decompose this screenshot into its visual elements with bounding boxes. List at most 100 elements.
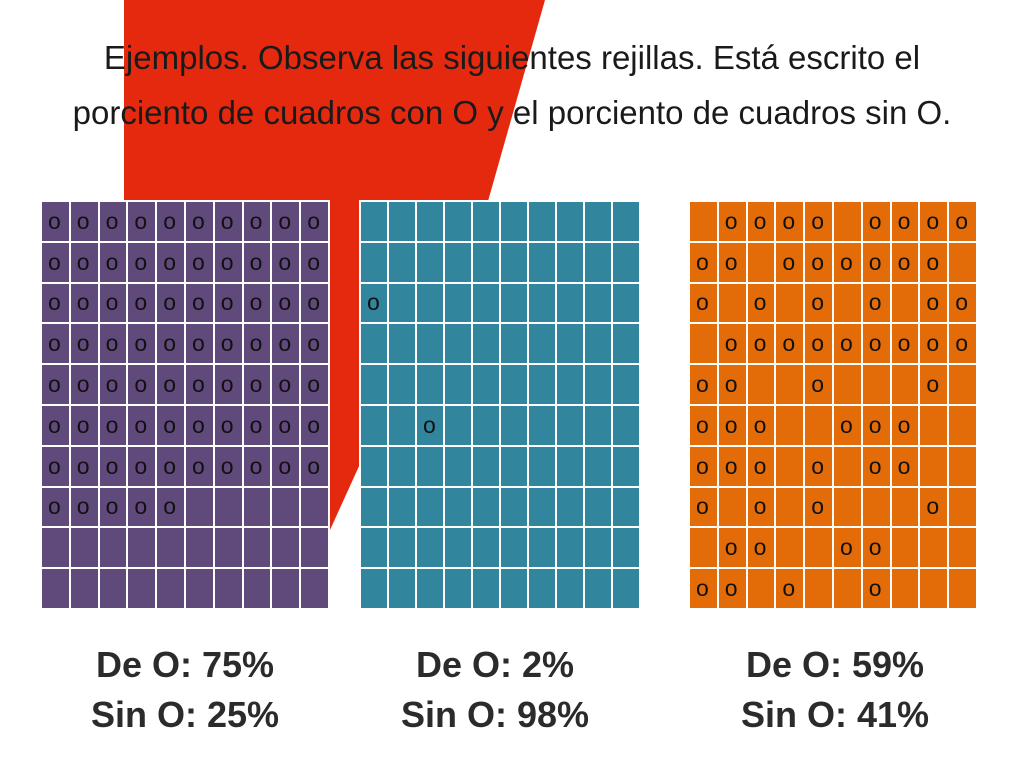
grid-cell-empty: [949, 446, 976, 486]
grid-cell-marked: o: [747, 487, 775, 527]
grid-cell-empty: [417, 242, 443, 282]
grid-cell-marked: o: [891, 446, 919, 486]
grid-cell-empty: [557, 202, 583, 241]
grid-cell-empty: [185, 528, 213, 568]
grid-cell-marked: o: [157, 242, 184, 282]
grid-cell-marked: o: [301, 283, 328, 323]
grid-cell-empty: [557, 528, 583, 568]
grid-cell-empty: [473, 283, 499, 323]
grid-cell-empty: [243, 528, 271, 568]
grid-cell-marked: o: [272, 202, 300, 241]
grid-cell-empty: [389, 365, 415, 404]
grid-cell-marked: o: [128, 324, 156, 364]
grid-cell-empty: [613, 528, 639, 568]
grid-cell-empty: [585, 242, 611, 282]
grid-cell-marked: o: [891, 242, 919, 282]
grid-cell-marked: o: [70, 324, 98, 364]
grid-cell-empty: [776, 446, 804, 486]
grid-cell-empty: [920, 446, 948, 486]
grid-cell-empty: [776, 487, 804, 527]
grid-cell-marked: o: [42, 365, 69, 404]
grid-cell-empty: [99, 569, 127, 608]
grid-cell-empty: [949, 569, 976, 608]
grid-cell-empty: [417, 446, 443, 486]
grid-cell-marked: o: [157, 446, 184, 486]
grid-cell-marked: o: [718, 528, 746, 568]
grid-cell-empty: [445, 283, 471, 323]
grid-cell-empty: [501, 405, 527, 445]
grid-cell-empty: [272, 569, 300, 608]
grid-cell-empty: [585, 528, 611, 568]
grid-cell-empty: [613, 365, 639, 404]
grid-cell-marked: o: [157, 405, 184, 445]
grid-cell-empty: [473, 528, 499, 568]
grid-cell-empty: [473, 405, 499, 445]
grid-cell-empty: [473, 365, 499, 404]
grid-cell-marked: o: [747, 202, 775, 241]
grid-cell-empty: [501, 487, 527, 527]
grid-cell-marked: o: [862, 202, 890, 241]
grid-cell-marked: o: [891, 202, 919, 241]
grid-cell-empty: [389, 405, 415, 445]
grid-cell-marked: o: [128, 242, 156, 282]
grid-cell-empty: [473, 242, 499, 282]
grid-cell-marked: o: [99, 242, 127, 282]
grid-cell-empty: [501, 569, 527, 608]
grid-cell-empty: [361, 242, 387, 282]
grid-cell-empty: [214, 528, 242, 568]
grid-cell-marked: o: [214, 202, 242, 241]
grid-cell-empty: [585, 324, 611, 364]
grid-cell-marked: o: [862, 283, 890, 323]
grid-cell-empty: [776, 283, 804, 323]
grid-cell-empty: [473, 324, 499, 364]
grid-cell-marked: o: [185, 283, 213, 323]
grid-cell-marked: o: [718, 324, 746, 364]
grid-cell-marked: o: [42, 324, 69, 364]
grid-cell-marked: o: [718, 446, 746, 486]
grid-cell-empty: [718, 487, 746, 527]
grid-cell-marked: o: [99, 283, 127, 323]
grid-cell-empty: [557, 283, 583, 323]
grid-cell-marked: o: [243, 242, 271, 282]
grid-cell-empty: [613, 202, 639, 241]
grid-cell-marked: o: [301, 405, 328, 445]
grid-cell-empty: [862, 487, 890, 527]
grid-cell-marked: o: [833, 324, 861, 364]
grid-cell-empty: [70, 528, 98, 568]
grid-cell-empty: [805, 569, 832, 608]
grid-cell-marked: o: [42, 405, 69, 445]
grid-cell-marked: o: [272, 405, 300, 445]
grid-cell-empty: [833, 365, 861, 404]
grid-cell-marked: o: [361, 283, 387, 323]
grid-cell-empty: [833, 569, 861, 608]
grid-cell-marked: o: [157, 202, 184, 241]
grid-cell-empty: [417, 528, 443, 568]
grid-cell-empty: [862, 365, 890, 404]
grid-cell-marked: o: [690, 242, 717, 282]
grid-cell-empty: [529, 569, 555, 608]
grid-cell-marked: o: [272, 324, 300, 364]
sin-o-percentage: Sin O: 98%: [400, 694, 590, 735]
grid-cell-marked: o: [301, 446, 328, 486]
grid-cell-marked: o: [243, 405, 271, 445]
grid-cell-marked: o: [833, 405, 861, 445]
grid-cell-empty: [613, 324, 639, 364]
grid-cell-marked: o: [920, 487, 948, 527]
grid-cell-empty: [473, 202, 499, 241]
grid-cell-marked: o: [301, 202, 328, 241]
grid-cell-marked: o: [949, 202, 976, 241]
grid-cell-empty: [613, 405, 639, 445]
grid-cell-marked: o: [243, 446, 271, 486]
grid-cell-marked: o: [805, 242, 832, 282]
grid-cell-empty: [301, 569, 328, 608]
grid-cell-marked: o: [833, 242, 861, 282]
grid-cell-empty: [949, 487, 976, 527]
grid-cell-empty: [417, 202, 443, 241]
grid-cell-empty: [445, 528, 471, 568]
grid-cell-empty: [501, 365, 527, 404]
de-o-percentage: De O: 2%: [415, 644, 575, 685]
grid-cell-empty: [747, 365, 775, 404]
grid-cell-marked: o: [747, 283, 775, 323]
grid-cell-marked: o: [747, 405, 775, 445]
